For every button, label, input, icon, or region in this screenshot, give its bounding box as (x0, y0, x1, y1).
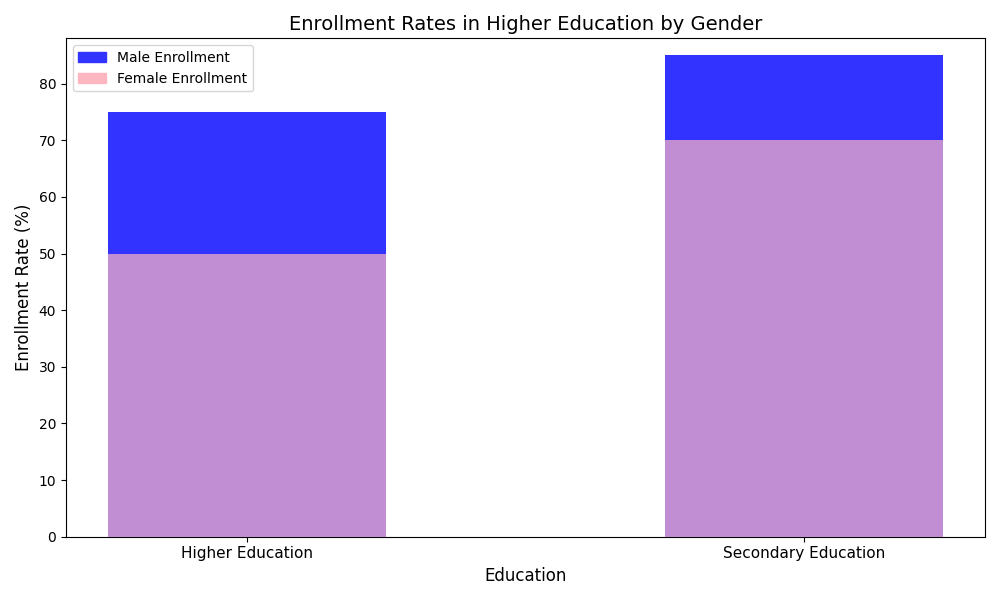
Legend: Male Enrollment, Female Enrollment: Male Enrollment, Female Enrollment (73, 45, 253, 91)
Bar (108, 112, 386, 537)
Y-axis label: Enrollment Rate (%): Enrollment Rate (%) (15, 204, 33, 371)
Bar (665, 140, 943, 537)
Bar (108, 254, 386, 537)
Bar (665, 55, 943, 537)
Title: Enrollment Rates in Higher Education by Gender: Enrollment Rates in Higher Education by … (289, 15, 762, 34)
X-axis label: Education: Education (484, 567, 567, 585)
